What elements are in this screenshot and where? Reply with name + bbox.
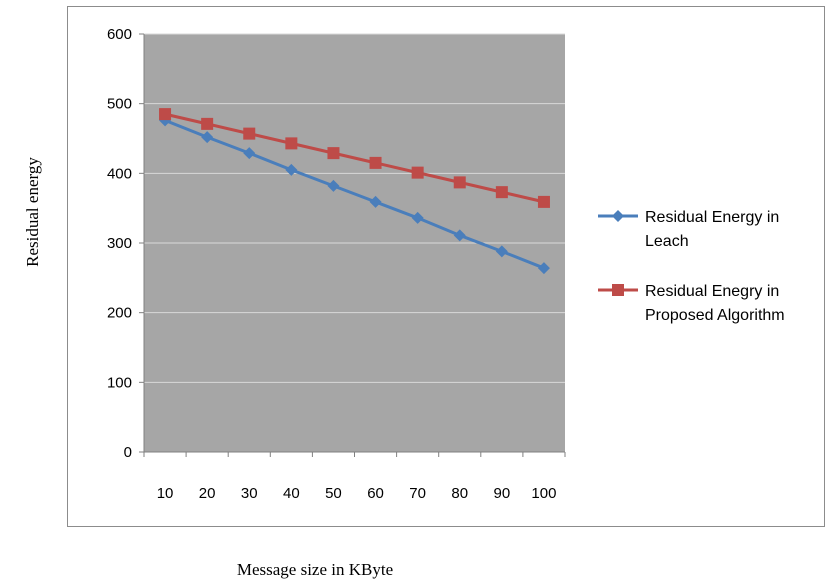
y-tick-label: 200	[107, 305, 132, 322]
x-tick-label: 90	[494, 485, 511, 502]
x-tick-label: 100	[531, 485, 556, 502]
x-tick-label: 50	[325, 485, 342, 502]
series-2	[159, 108, 550, 208]
y-tick-label: 400	[107, 165, 132, 182]
y-tick-label: 300	[107, 235, 132, 252]
data-point	[369, 156, 382, 169]
axes: 0 100 200 300 400 500 600 10 20 30 40 50 60 70 80 90 100	[107, 26, 566, 502]
data-point	[495, 245, 508, 258]
data-point	[201, 117, 214, 130]
legend-item-2: Residual Enegry in Proposed Algorithm	[598, 283, 785, 324]
data-point	[537, 195, 550, 208]
data-point	[285, 163, 298, 176]
legend-label: Leach	[645, 233, 689, 250]
legend-label: Proposed Algorithm	[645, 307, 785, 324]
series-line	[164, 118, 545, 270]
legend-label: Residual Energy in	[645, 209, 779, 226]
data-point	[201, 131, 214, 144]
data-point	[411, 211, 424, 224]
legend-marker	[612, 210, 624, 222]
data-point	[537, 262, 550, 275]
y-tick-label: 600	[107, 26, 132, 43]
y-axis-title: Residual energy	[23, 157, 42, 267]
data-point	[243, 127, 256, 140]
x-tick-label: 70	[409, 485, 426, 502]
y-tick-label: 0	[124, 444, 132, 461]
grid-lines	[144, 33, 565, 383]
series-line	[164, 112, 545, 204]
data-point	[327, 179, 340, 192]
x-tick-label: 30	[241, 485, 258, 502]
x-tick-label: 60	[367, 485, 384, 502]
x-tick-label: 80	[451, 485, 468, 502]
data-point	[453, 176, 466, 189]
x-axis-title: Message size in KByte	[237, 560, 393, 579]
data-point	[495, 186, 508, 199]
y-tick-label: 100	[107, 374, 132, 391]
data-point	[453, 229, 466, 242]
y-tick-label: 500	[107, 96, 132, 113]
legend-label: Residual Enegry in	[645, 283, 779, 300]
x-tick-label: 10	[157, 485, 174, 502]
series	[159, 108, 550, 275]
legend: Residual Energy in Leach Residual Enegry i…	[598, 209, 785, 324]
data-point	[159, 108, 172, 121]
legend-item-1: Residual Energy in Leach	[598, 209, 779, 250]
series-1	[159, 114, 550, 275]
x-tick-label: 20	[199, 485, 216, 502]
data-point	[411, 166, 424, 179]
legend-marker	[612, 284, 624, 296]
data-point	[369, 195, 382, 208]
data-point	[285, 137, 298, 150]
x-tick-label: 40	[283, 485, 300, 502]
data-point	[327, 147, 340, 160]
data-point	[243, 147, 256, 160]
